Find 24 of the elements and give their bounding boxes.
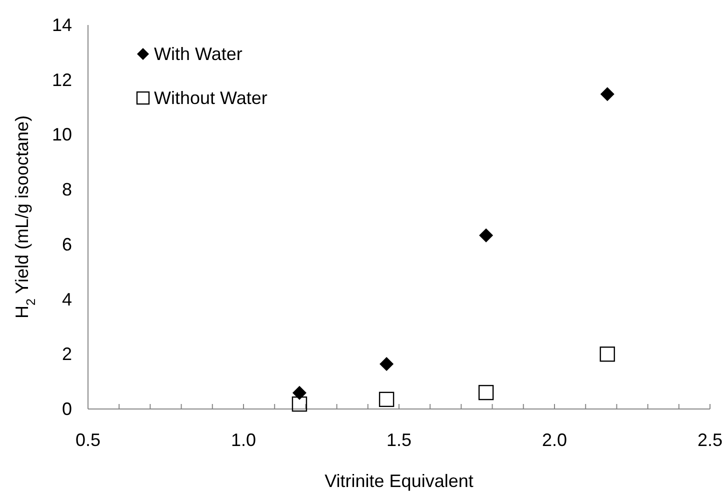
x-tick-label: 0.5 — [75, 430, 101, 450]
y-tick-label: 6 — [62, 234, 72, 254]
point — [600, 87, 614, 102]
y-tick-label: 4 — [62, 289, 72, 310]
y-tick-label: 0 — [62, 399, 72, 419]
y-tick-label: 14 — [52, 15, 72, 35]
legend-label: With Water — [154, 44, 242, 64]
y-tick-label: 8 — [62, 180, 72, 200]
point — [292, 386, 306, 400]
x-tick-label: 1.0 — [230, 430, 256, 450]
point — [478, 384, 494, 400]
point — [380, 357, 394, 372]
point — [378, 392, 394, 407]
y-tick-label: 10 — [52, 124, 72, 145]
x-tick-label: 1.5 — [386, 430, 412, 450]
x-tick-label: 2.0 — [542, 430, 568, 450]
y-tick-label: 2 — [62, 344, 72, 364]
point — [292, 396, 308, 412]
x-tick-label: 2.5 — [697, 430, 722, 450]
point — [479, 228, 494, 242]
y-tick-label: 12 — [52, 70, 72, 90]
x-axis-title: Vitrinite Equivalent — [324, 471, 474, 491]
point — [600, 346, 615, 362]
legend-label: Without Water — [154, 88, 268, 108]
